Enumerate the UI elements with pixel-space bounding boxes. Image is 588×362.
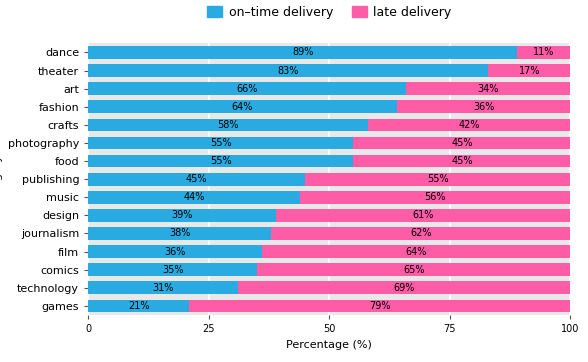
Bar <box>88 227 570 240</box>
Bar <box>368 119 570 131</box>
Text: 61%: 61% <box>413 210 434 220</box>
Text: 31%: 31% <box>152 283 173 293</box>
Bar <box>88 64 570 77</box>
Bar <box>272 227 570 240</box>
Bar <box>88 46 517 59</box>
Text: 17%: 17% <box>519 66 540 76</box>
Bar <box>406 83 570 95</box>
Bar <box>88 245 570 258</box>
Text: 42%: 42% <box>459 120 480 130</box>
Bar <box>257 264 570 276</box>
Bar <box>262 245 570 258</box>
Text: 39%: 39% <box>172 210 193 220</box>
Bar <box>88 101 397 113</box>
Text: 55%: 55% <box>427 174 449 184</box>
Text: 38%: 38% <box>169 228 191 239</box>
Text: 21%: 21% <box>128 301 149 311</box>
Bar <box>517 46 570 59</box>
Text: 89%: 89% <box>292 47 313 58</box>
Bar <box>88 137 353 149</box>
Text: 36%: 36% <box>473 102 495 112</box>
Text: 64%: 64% <box>232 102 253 112</box>
Text: 45%: 45% <box>451 156 473 166</box>
Bar <box>88 46 570 59</box>
Bar <box>189 300 570 312</box>
Text: 62%: 62% <box>410 228 432 239</box>
Bar <box>88 155 570 167</box>
Text: 35%: 35% <box>162 265 183 275</box>
Bar <box>88 119 570 131</box>
Legend: on–time delivery, late delivery: on–time delivery, late delivery <box>202 1 456 24</box>
Bar <box>300 191 570 203</box>
Bar <box>88 227 272 240</box>
Bar <box>88 245 262 258</box>
Bar <box>88 300 189 312</box>
Text: 11%: 11% <box>533 47 554 58</box>
Text: 44%: 44% <box>183 192 205 202</box>
Bar <box>88 264 257 276</box>
Bar <box>88 209 276 222</box>
Bar <box>88 282 570 294</box>
Bar <box>88 155 353 167</box>
Text: 55%: 55% <box>210 138 232 148</box>
Bar <box>238 282 570 294</box>
Text: 66%: 66% <box>236 84 258 94</box>
Bar <box>88 191 570 203</box>
Text: 83%: 83% <box>278 66 299 76</box>
Bar <box>88 83 406 95</box>
Bar <box>353 155 570 167</box>
Text: 56%: 56% <box>425 192 446 202</box>
Bar <box>88 119 368 131</box>
Bar <box>305 173 570 185</box>
Bar <box>88 264 570 276</box>
Bar <box>88 209 570 222</box>
Bar <box>88 83 570 95</box>
Y-axis label: Category: Category <box>0 154 2 205</box>
Text: 69%: 69% <box>393 283 415 293</box>
X-axis label: Percentage (%): Percentage (%) <box>286 340 372 350</box>
Text: 45%: 45% <box>451 138 473 148</box>
Bar <box>353 137 570 149</box>
Text: 58%: 58% <box>218 120 239 130</box>
Bar <box>397 101 570 113</box>
Text: 65%: 65% <box>403 265 425 275</box>
Bar <box>88 64 489 77</box>
Bar <box>88 137 570 149</box>
Bar <box>88 282 238 294</box>
Text: 79%: 79% <box>369 301 390 311</box>
Bar <box>88 191 300 203</box>
Bar <box>88 101 570 113</box>
Text: 45%: 45% <box>186 174 208 184</box>
Text: 36%: 36% <box>164 247 186 257</box>
Bar <box>88 173 570 185</box>
Bar <box>489 64 570 77</box>
Bar <box>88 300 570 312</box>
Text: 64%: 64% <box>405 247 427 257</box>
Bar <box>276 209 570 222</box>
Text: 55%: 55% <box>210 156 232 166</box>
Text: 34%: 34% <box>477 84 499 94</box>
Bar <box>88 173 305 185</box>
